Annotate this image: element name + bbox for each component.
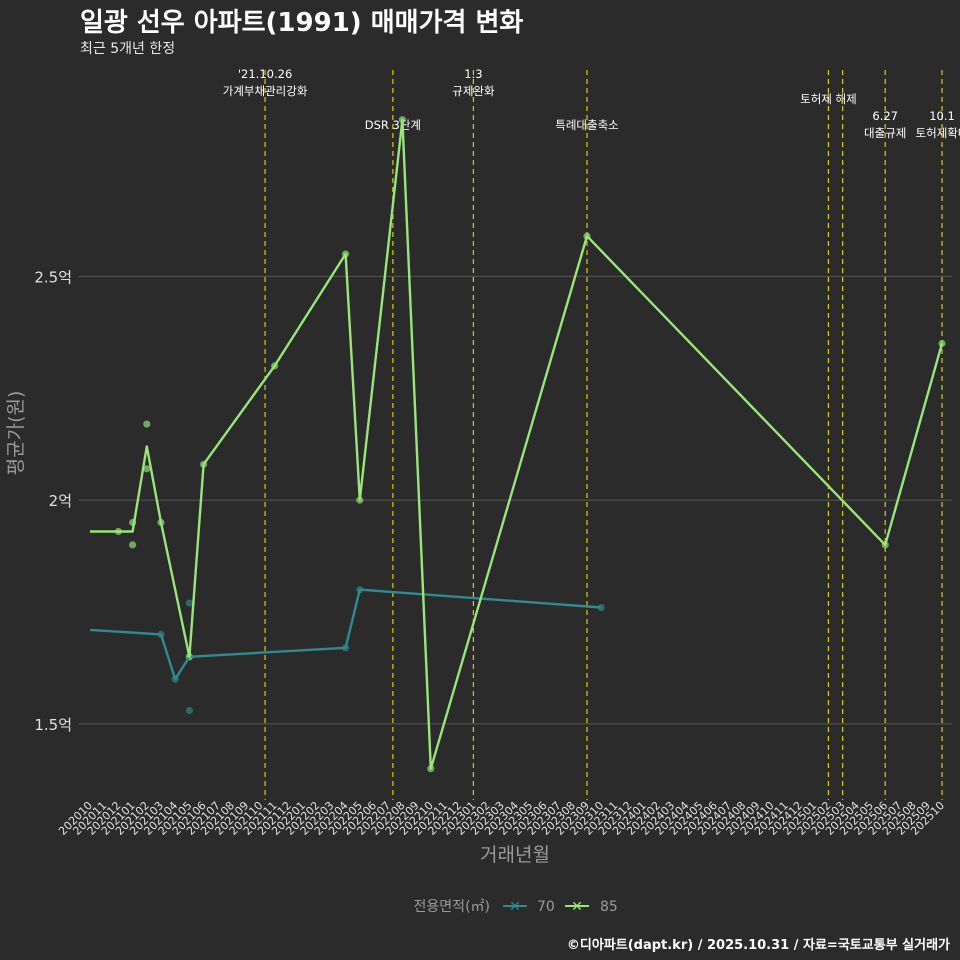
point-85-3 — [143, 420, 151, 428]
event-label-2-0: 1.3 — [464, 67, 482, 81]
y-axis-title: 평균가(원) — [5, 391, 27, 476]
point-85-4 — [143, 465, 151, 473]
point-70-2 — [185, 706, 193, 715]
legend-key-70-cross: ✕ — [509, 899, 521, 915]
legend-item-85: ✕ 85 — [565, 899, 618, 915]
point-70-7 — [597, 603, 605, 612]
event-label-7-1: 토허제확대 — [916, 126, 960, 140]
event-label-6-0: 6.27 — [872, 109, 898, 123]
point-70-4 — [185, 599, 193, 607]
event-label-6-1: 대출규제 — [864, 126, 906, 140]
event-label-3-0: 특례대출축소 — [555, 118, 618, 132]
legend-item-70: ✕ 70 — [503, 899, 555, 915]
event-label-0-0: '21.10.26 — [238, 67, 292, 81]
legend: 전용면적(㎡) ✕ 70 ✕ 85 — [414, 899, 618, 915]
chart-subtitle: 최근 5개년 한정 — [80, 41, 176, 57]
event-label-1-0: DSR 3단계 — [365, 118, 421, 132]
point-85-1 — [129, 541, 137, 549]
event-label-4-0: 토허제 해제 — [800, 92, 857, 106]
event-label-0-1: 가계부채관리강화 — [223, 84, 308, 98]
y-tick-label-0: 1.5억 — [34, 716, 72, 734]
event-label-7-0: 10.1 — [929, 109, 955, 123]
legend-label-70: 70 — [537, 899, 555, 915]
x-axis-title: 거래년월 — [480, 844, 550, 866]
chart-title: 일광 선우 아파트(1991) 매매가격 변화 — [80, 8, 524, 38]
x-axis-ticks: 2020102020112020122021012021022021032021… — [56, 799, 947, 838]
source-caption: ©디아파트(dapt.kr) / 2025.10.31 / 자료=국토교통부 실… — [566, 938, 950, 953]
legend-key-85-cross: ✕ — [571, 899, 583, 915]
y-axis-ticks: 1.5억 2억 2.5억 — [34, 268, 72, 734]
grid-lines — [78, 275, 952, 725]
y-tick-label-1: 2억 — [49, 492, 72, 510]
point-85-15 — [938, 339, 946, 348]
event-label-2-1: 규제완화 — [452, 84, 495, 98]
legend-title: 전용면적(㎡) — [414, 899, 490, 915]
series-line-70 — [89, 588, 602, 681]
series-layer — [89, 116, 946, 773]
y-tick-label-2: 2.5억 — [34, 268, 72, 286]
series-line-85 — [90, 118, 944, 770]
legend-label-85: 85 — [600, 899, 618, 915]
